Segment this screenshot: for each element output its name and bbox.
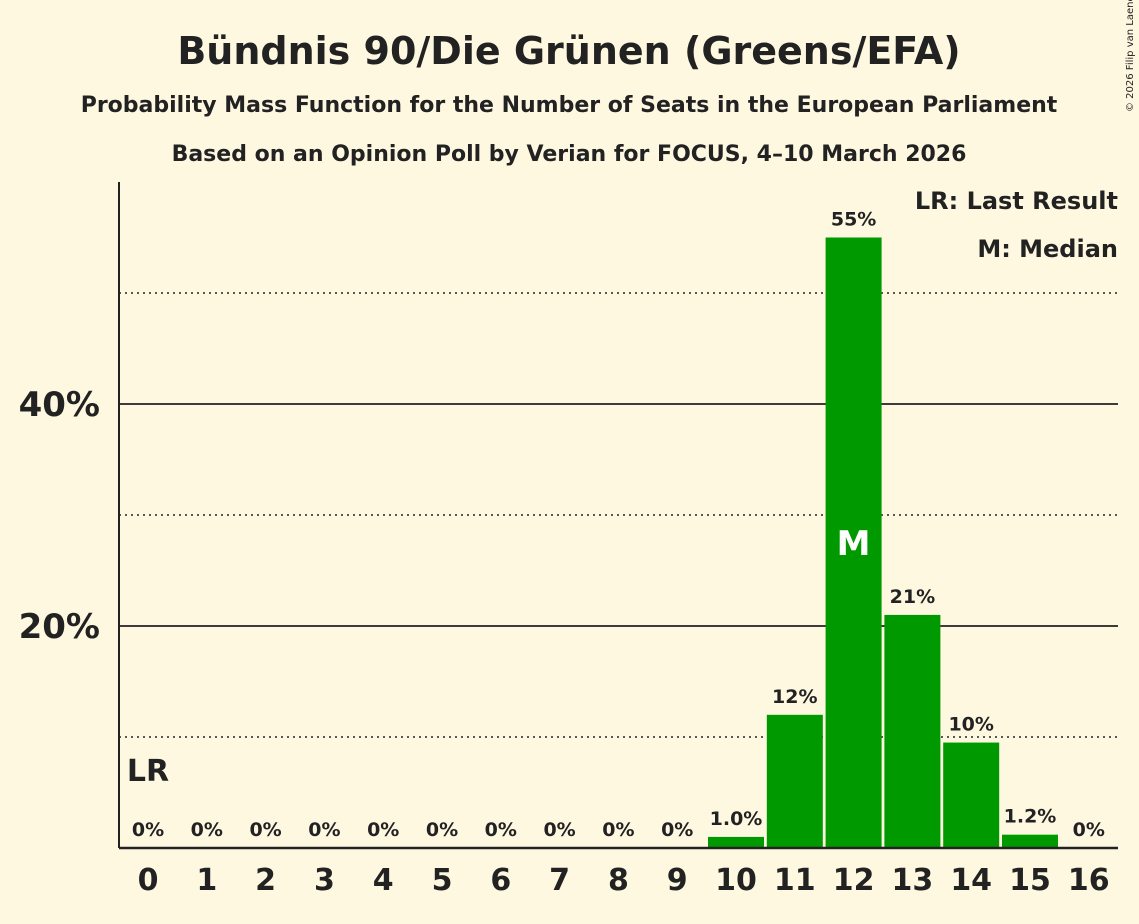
x-tick-label: 6 <box>490 863 511 898</box>
x-tick-label: 16 <box>1068 863 1110 898</box>
bar-value-label: 0% <box>661 819 693 841</box>
bar-value-label: 12% <box>772 686 817 708</box>
x-tick-label: 5 <box>432 863 453 898</box>
x-tick-label: 1 <box>196 863 217 898</box>
x-tick-label: 2 <box>255 863 276 898</box>
bar-value-label: 0% <box>1073 819 1105 841</box>
chart-subtitle: Probability Mass Function for the Number… <box>81 93 1058 118</box>
chart-subtitle-poll: Based on an Opinion Poll by Verian for F… <box>172 142 967 167</box>
x-tick-label: 9 <box>667 863 688 898</box>
bar-12 <box>825 237 882 848</box>
bar-value-label: 0% <box>543 819 575 841</box>
bar-value-label: 0% <box>426 819 458 841</box>
x-tick-label: 0 <box>138 863 159 898</box>
bar-value-label: 55% <box>831 209 876 231</box>
bar-11 <box>766 714 823 848</box>
y-tick-label: 20% <box>19 607 100 647</box>
bar-value-label: 1.2% <box>1004 806 1057 828</box>
x-tick-label: 8 <box>608 863 629 898</box>
median-marker: M <box>837 524 871 564</box>
x-tick-label: 12 <box>833 863 875 898</box>
bar-value-label: 0% <box>602 819 634 841</box>
last-result-marker: LR <box>127 754 169 789</box>
bar-value-label: 0% <box>132 819 164 841</box>
bar-value-label: 1.0% <box>710 808 763 830</box>
x-tick-label: 3 <box>314 863 335 898</box>
bar-14 <box>943 742 1000 848</box>
bar-value-label: 0% <box>191 819 223 841</box>
x-tick-label: 10 <box>715 863 757 898</box>
legend-last-result: LR: Last Result <box>915 187 1118 215</box>
bar-13 <box>884 614 941 848</box>
bar-value-label: 0% <box>308 819 340 841</box>
x-tick-label: 13 <box>892 863 934 898</box>
bar-10 <box>708 836 764 848</box>
copyright: © 2026 Filip van Laenen <box>1125 0 1136 112</box>
chart-title: Bündnis 90/Die Grünen (Greens/EFA) <box>177 29 960 73</box>
x-tick-label: 4 <box>373 863 394 898</box>
x-tick-label: 15 <box>1009 863 1051 898</box>
bar-value-label: 0% <box>367 819 399 841</box>
legend-median: M: Median <box>977 235 1118 263</box>
bar-value-label: 10% <box>948 714 993 736</box>
y-tick-label: 40% <box>19 385 100 425</box>
x-tick-label: 7 <box>549 863 570 898</box>
bar-value-label: 0% <box>485 819 517 841</box>
x-tick-label: 14 <box>950 863 992 898</box>
bar-value-label: 21% <box>890 586 935 608</box>
x-tick-label: 11 <box>774 863 816 898</box>
bar-value-label: 0% <box>249 819 281 841</box>
bar-15 <box>1002 834 1058 848</box>
